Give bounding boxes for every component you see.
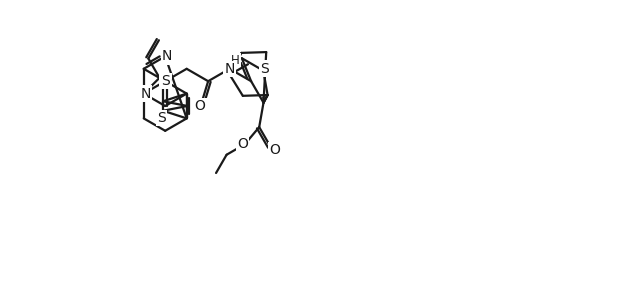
Text: O: O (195, 99, 205, 113)
Text: N: N (162, 50, 172, 63)
Text: N: N (225, 62, 235, 76)
Text: O: O (237, 137, 248, 151)
Text: S: S (161, 74, 170, 88)
Text: S: S (157, 111, 166, 125)
Text: N: N (140, 87, 150, 101)
Text: O: O (269, 143, 280, 158)
Text: H: H (231, 54, 239, 67)
Text: O: O (160, 74, 171, 88)
Text: S: S (260, 62, 268, 76)
